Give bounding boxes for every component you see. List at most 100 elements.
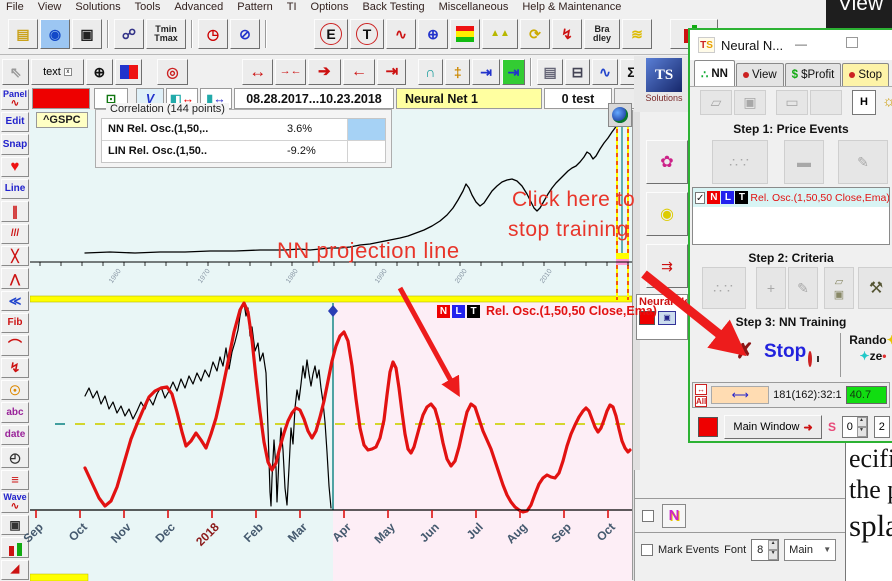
- cursor-button[interactable]: ⇖: [2, 58, 30, 85]
- window-edge-button[interactable]: [788, 8, 824, 26]
- downloader-button[interactable]: ☍: [114, 19, 144, 49]
- menu-options[interactable]: Options: [310, 1, 349, 13]
- tmin-tmax-button[interactable]: Tmin Tmax: [146, 19, 186, 49]
- expand-button[interactable]: ↔: [242, 58, 274, 85]
- wave-tool[interactable]: Wave ∿: [1, 491, 29, 513]
- font-size-spinner[interactable]: 8 ▲ ▼: [751, 538, 780, 561]
- cross-lines-tool[interactable]: ╳: [1, 246, 29, 267]
- shift-left-button[interactable]: ←: [342, 58, 376, 85]
- eclipse-button[interactable]: E: [314, 19, 348, 49]
- pin-button[interactable]: ‡: [445, 58, 471, 85]
- menu-view[interactable]: View: [37, 1, 62, 13]
- partial-spinner[interactable]: 2: [873, 416, 890, 438]
- timing-solution-logo[interactable]: TS: [646, 58, 682, 92]
- report-button[interactable]: ▤: [537, 58, 563, 85]
- output-color-swatch[interactable]: [698, 417, 719, 437]
- timer-clock-icon[interactable]: [808, 351, 812, 367]
- mini-window-icon[interactable]: ▣: [658, 311, 676, 325]
- planets-tool[interactable]: ☉: [1, 380, 29, 401]
- bradley-button[interactable]: Bra dley: [584, 19, 620, 49]
- panel-tool[interactable]: Panel ∿: [1, 89, 29, 110]
- menu-file[interactable]: File: [6, 1, 24, 13]
- training-range-slider[interactable]: ⟷: [711, 386, 770, 404]
- symbol-label[interactable]: ^GSPC: [36, 112, 88, 128]
- nn-save-button[interactable]: ▣: [734, 90, 766, 115]
- zoom-chart-button[interactable]: ◎: [157, 58, 188, 85]
- nn-open-button[interactable]: ▱: [700, 90, 732, 115]
- stop-button[interactable]: Stop: [764, 341, 807, 362]
- menu-ti[interactable]: TI: [286, 1, 297, 13]
- blue-to-bar-button[interactable]: ⇥: [472, 58, 500, 85]
- dots-pattern-icon[interactable]: ∴∵: [712, 140, 768, 184]
- n-events-icon[interactable]: N: [662, 503, 686, 528]
- tab-view[interactable]: View: [735, 63, 784, 86]
- h-button[interactable]: H: [852, 90, 876, 115]
- events-checkbox[interactable]: [642, 509, 654, 522]
- parallel-lines-tool[interactable]: ∥: [1, 201, 29, 222]
- nn-blank-button[interactable]: [810, 90, 842, 115]
- transit-button[interactable]: T: [350, 19, 384, 49]
- mark-events-checkbox[interactable]: [641, 543, 653, 556]
- snap-tool[interactable]: Snap: [1, 134, 29, 155]
- zigzag-man-button[interactable]: ↯: [552, 19, 582, 49]
- edit-tool[interactable]: Edit: [1, 112, 29, 133]
- zigzag-button[interactable]: ∿: [386, 19, 416, 49]
- tab-profit[interactable]: $ $Profit: [784, 63, 842, 86]
- clock-button[interactable]: ◷: [198, 19, 228, 49]
- heart-tool[interactable]: ♥: [1, 156, 29, 178]
- to-end-button[interactable]: ⇥: [377, 58, 407, 85]
- date-range[interactable]: 08.28.2017...10.23.2018: [234, 88, 394, 109]
- arc-button[interactable]: ∩: [417, 58, 444, 85]
- maximize-button[interactable]: [846, 37, 858, 48]
- criteria-checkbox[interactable]: ✓: [695, 191, 706, 204]
- hatch-lines-tool[interactable]: ///: [1, 223, 29, 245]
- date-label-tool[interactable]: date: [1, 424, 29, 446]
- fan-lines-tool[interactable]: ≪: [1, 290, 29, 312]
- pen-icon[interactable]: ✎: [788, 267, 818, 309]
- menu-solutions[interactable]: Solutions: [75, 1, 121, 13]
- fib-tool[interactable]: Fib: [1, 313, 29, 334]
- shift-spinner[interactable]: 0 ▲ ▼: [842, 416, 868, 438]
- dash-icon[interactable]: ▬: [784, 140, 824, 184]
- yellow-zigzag-button[interactable]: ≋: [622, 19, 652, 49]
- spinner-arrows[interactable]: ▲ ▼: [768, 539, 779, 560]
- collapse-button[interactable]: →←: [275, 58, 307, 85]
- sun-arrow-button[interactable]: ⟳: [520, 19, 550, 49]
- shift-right-button[interactable]: ➔: [308, 58, 341, 85]
- menu-tools[interactable]: Tools: [134, 1, 161, 13]
- text-mode-button[interactable]: text x: [31, 58, 84, 85]
- text-label-tool[interactable]: abc: [1, 402, 29, 423]
- lamp-icon[interactable]: ☼: [882, 93, 892, 110]
- dots-pattern-icon[interactable]: ∴∵: [702, 267, 746, 309]
- spinner-arrows[interactable]: ▲ ▼: [856, 417, 867, 437]
- minimize-button[interactable]: —: [795, 37, 807, 51]
- menu-back-testing[interactable]: Back Testing: [362, 1, 425, 13]
- candles-tool[interactable]: [1, 537, 29, 558]
- blue-green-button[interactable]: ⇥: [501, 58, 526, 85]
- panel-separator[interactable]: [30, 295, 632, 303]
- tab-stop[interactable]: Stop: [842, 63, 889, 86]
- strip-ribbon-button[interactable]: ✿: [646, 140, 688, 184]
- range-buttons[interactable]: ↔ All: [695, 383, 708, 407]
- partial-tool[interactable]: ◢: [1, 559, 29, 580]
- view-button[interactable]: View: [826, 0, 892, 28]
- zigzag-arrow-tool[interactable]: ↯: [1, 357, 29, 379]
- chart-scroll-strip[interactable]: [632, 110, 640, 580]
- open-save-icon[interactable]: ▱ ▣: [824, 267, 854, 309]
- randomize-button[interactable]: Rando✦ ✦ze•: [844, 333, 892, 364]
- astro-target-button[interactable]: ⊕: [418, 19, 448, 49]
- zoom-in-button[interactable]: ⊕: [85, 58, 113, 85]
- world-button[interactable]: ◉: [40, 19, 70, 49]
- window-dropdown[interactable]: Main ▼: [784, 538, 837, 561]
- menu-pattern[interactable]: Pattern: [237, 1, 273, 13]
- pitchfork-tool[interactable]: ⋀: [1, 268, 29, 289]
- strip-arrows-button[interactable]: ⇉: [646, 244, 688, 288]
- tab-nn[interactable]: ∴ NN: [694, 60, 735, 86]
- all-button[interactable]: All: [695, 395, 708, 407]
- astro-clock-tool[interactable]: ◴: [1, 447, 29, 468]
- chart-color-button[interactable]: [32, 88, 90, 109]
- save-button[interactable]: ▣: [72, 19, 102, 49]
- chart-report-button[interactable]: ∿: [592, 58, 618, 85]
